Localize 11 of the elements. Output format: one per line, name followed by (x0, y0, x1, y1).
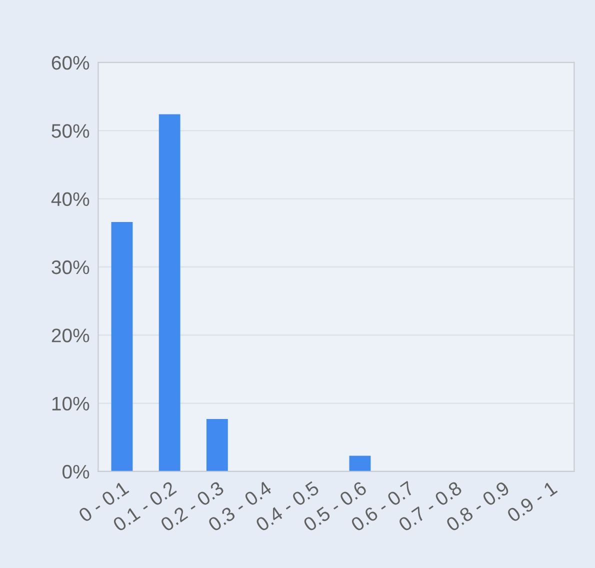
bar (349, 456, 371, 472)
bar (111, 222, 133, 472)
y-tick-label: 40% (51, 192, 90, 206)
y-tick-label: 0% (62, 464, 90, 479)
y-tick-label: 20% (52, 328, 90, 342)
y-tick-label: 50% (52, 124, 90, 138)
bar (206, 418, 228, 472)
y-tick-label: 30% (52, 260, 90, 274)
y-tick-label: 10% (52, 396, 90, 411)
y-tick-label: 60% (52, 56, 90, 70)
bar (158, 114, 180, 472)
